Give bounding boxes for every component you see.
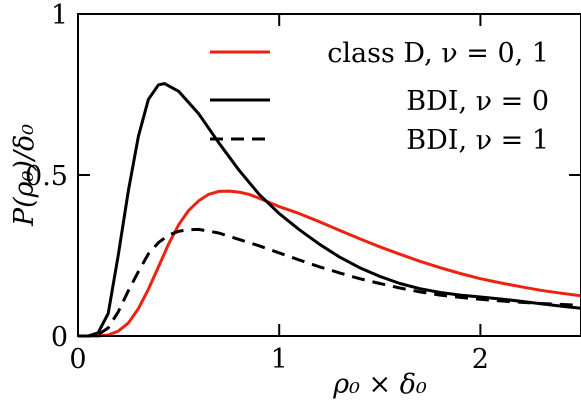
x-tick-label-2: 2	[472, 344, 489, 375]
series-line-3	[78, 227, 581, 338]
legend: class D, ν = 0, 1 BDI, ν = 0 BDI, ν = 1	[210, 38, 549, 156]
series-group	[78, 82, 581, 338]
legend-label-2: BDI, ν = 0	[406, 86, 549, 117]
ticks-group	[78, 14, 581, 336]
legend-label-3: BDI, ν = 1	[406, 125, 549, 156]
y-tick-label-0: 0	[51, 322, 68, 353]
series-line-1	[78, 189, 581, 338]
legend-label-1: class D, ν = 0, 1	[327, 38, 549, 69]
y-axis-label: P(ρ₀)/δ₀	[9, 124, 40, 227]
y-tick-label-1: 0.5	[25, 161, 68, 192]
x-tick-label-0: 0	[69, 344, 86, 375]
y-tick-label-2: 1	[51, 0, 68, 31]
x-axis-label: ρ₀ × δ₀	[332, 369, 427, 400]
series-line-2	[78, 82, 581, 338]
x-tick-label-1: 1	[271, 344, 288, 375]
tick-labels-group: 0 1 2 0 0.5 1	[25, 0, 489, 375]
